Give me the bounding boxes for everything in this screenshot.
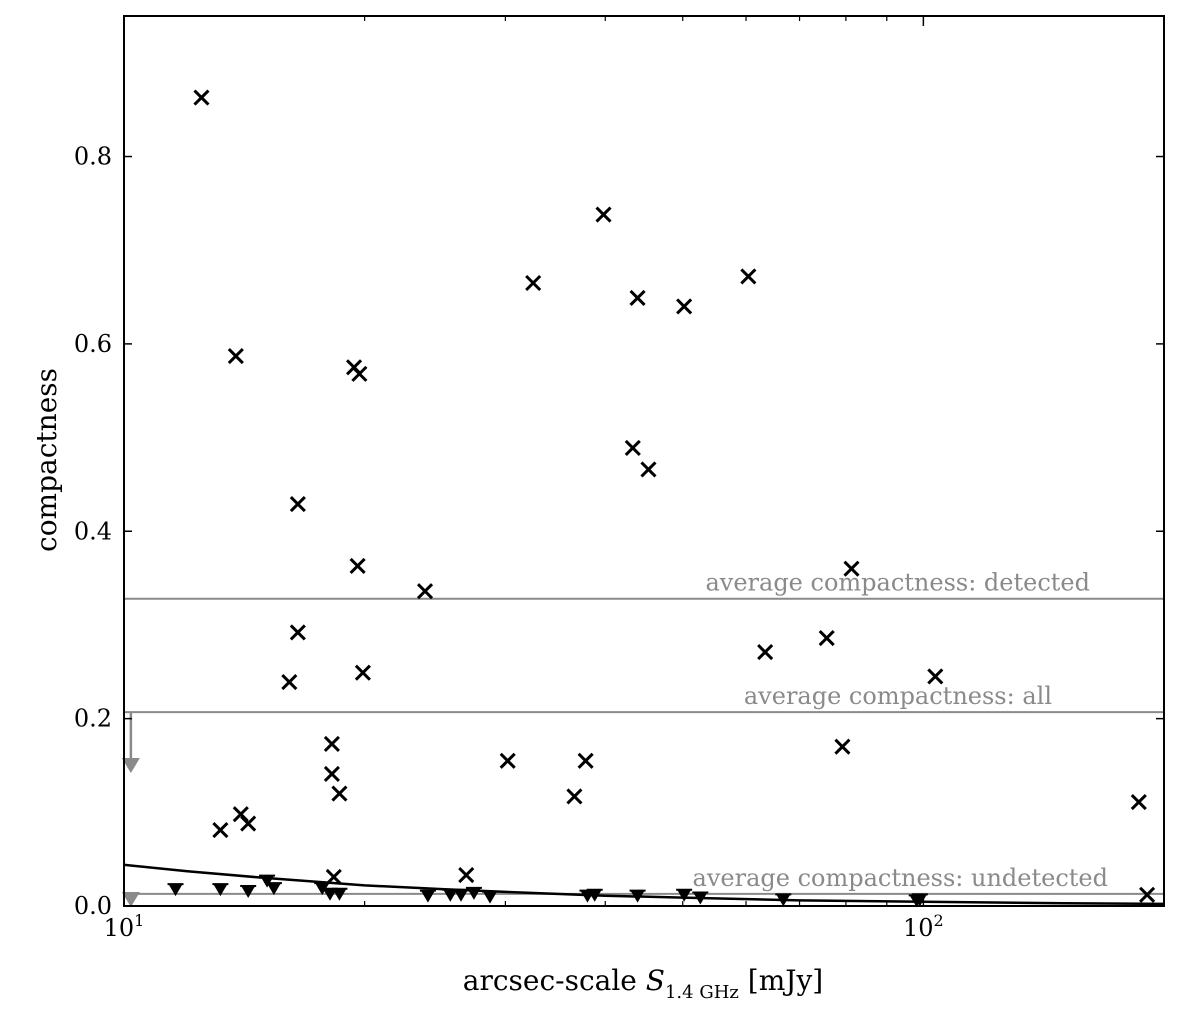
detected-x-marker xyxy=(624,439,641,456)
detected-x-marker xyxy=(834,738,851,755)
undetected-triangle-marker xyxy=(776,894,791,907)
detected-x-marker xyxy=(525,274,542,292)
y-tick-label: 0.2 xyxy=(74,705,112,733)
plot-frame xyxy=(123,15,1165,907)
undetected-triangle-marker xyxy=(454,889,469,902)
undetected-series xyxy=(167,874,928,908)
detected-x-marker xyxy=(595,206,612,223)
detected-x-marker xyxy=(351,365,368,382)
detected-x-marker xyxy=(212,822,229,839)
detected-x-marker xyxy=(416,583,434,600)
y-tick-labels: 0.0 0.2 0.4 0.6 0.8 xyxy=(74,143,112,920)
undetected-triangle-marker xyxy=(420,890,435,903)
undetected-triangle-marker xyxy=(332,888,347,901)
reference-line-labels: average compactness: detected average com… xyxy=(693,569,1108,892)
reference-line-label: average compactness: all xyxy=(744,682,1052,710)
reference-lines xyxy=(124,597,1164,895)
undetected-triangle-marker xyxy=(443,889,458,902)
upper-limit-arrow-head xyxy=(121,892,140,907)
x-axis-label: arcsec-scale S1.4 GHz [mJy] xyxy=(463,964,823,1003)
axis-ticks xyxy=(123,16,1164,907)
undetected-triangle-marker xyxy=(241,885,256,898)
detected-x-marker xyxy=(757,644,774,661)
undetected-triangle-marker xyxy=(266,883,281,896)
detected-x-marker xyxy=(354,664,371,681)
undetected-triangle-marker xyxy=(213,884,228,897)
detected-x-marker xyxy=(499,752,516,769)
undetected-triangle-marker xyxy=(693,892,708,905)
detected-x-marker xyxy=(281,674,298,691)
detected-x-marker xyxy=(323,735,340,752)
detection-limit-curve-layer xyxy=(123,863,1165,906)
y-tick-label: 0.0 xyxy=(74,892,112,920)
detected-x-marker xyxy=(818,630,835,647)
undetected-triangle-marker xyxy=(322,888,337,901)
detected-x-marker xyxy=(1139,886,1156,903)
detected-x-marker xyxy=(740,268,757,285)
x-tick-labels: 101 102 xyxy=(104,911,944,942)
undetected-triangle-marker xyxy=(483,891,498,904)
detected-x-marker xyxy=(331,785,348,802)
detected-x-marker xyxy=(577,752,594,769)
detected-x-marker xyxy=(227,348,244,365)
undetected-triangle-marker xyxy=(260,875,275,888)
detected-x-marker xyxy=(927,668,944,685)
reference-line-label: average compactness: detected xyxy=(705,569,1090,597)
y-tick-label: 0.6 xyxy=(74,330,112,358)
detected-x-marker xyxy=(640,461,657,478)
detected-x-marker xyxy=(566,788,583,805)
undetected-triangle-marker xyxy=(168,884,183,897)
reference-line-label: average compactness: undetected xyxy=(693,864,1108,892)
detected-x-marker xyxy=(193,89,210,106)
detection-limit-curve xyxy=(123,863,1165,906)
upper-limit-arrows xyxy=(121,712,140,907)
y-tick-label: 0.4 xyxy=(74,517,112,545)
x-tick-label: 102 xyxy=(903,911,944,942)
x-tick-label: 101 xyxy=(104,911,145,942)
y-tick-label: 0.8 xyxy=(74,143,112,171)
detected-x-marker xyxy=(629,289,646,307)
detected-x-marker xyxy=(289,624,306,641)
detected-x-marker xyxy=(676,298,693,315)
detected-x-marker xyxy=(325,868,342,886)
y-axis-label: compactness xyxy=(30,368,63,552)
detected-x-marker xyxy=(1130,793,1147,811)
undetected-triangle-marker xyxy=(630,890,645,903)
undetected-triangle-marker xyxy=(677,889,692,902)
detected-x-marker xyxy=(240,815,257,832)
detected-x-marker xyxy=(843,560,860,577)
undetected-triangle-marker xyxy=(587,889,602,902)
detected-x-marker xyxy=(349,557,366,574)
detected-x-marker xyxy=(458,867,475,884)
detected-x-marker xyxy=(323,765,340,782)
upper-limit-arrow-head xyxy=(121,758,140,774)
undetected-triangle-marker xyxy=(466,887,481,900)
detected-x-marker xyxy=(289,496,306,513)
detected-series xyxy=(193,89,1156,903)
